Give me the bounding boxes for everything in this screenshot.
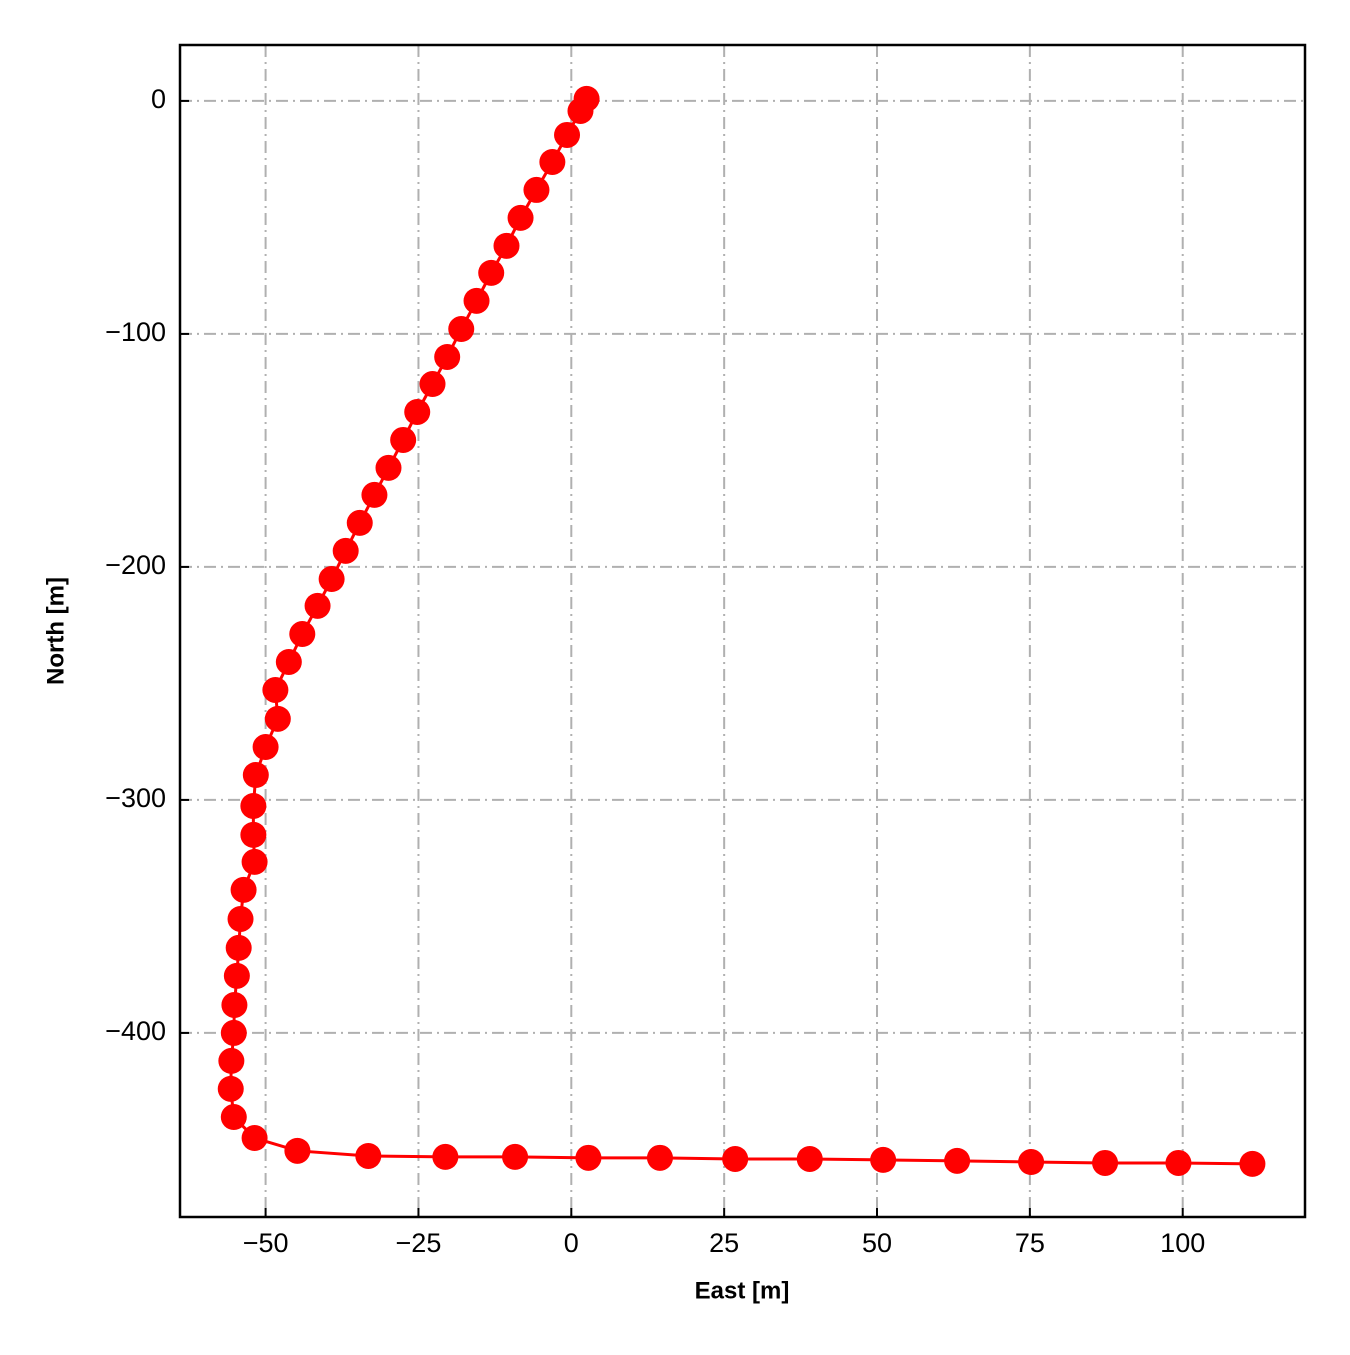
x-tick-label: 50 [862, 1228, 892, 1258]
point [539, 148, 566, 175]
y-tick-label: −200 [105, 550, 166, 580]
point [304, 592, 331, 619]
point [493, 232, 520, 259]
point [554, 121, 581, 148]
x-tick-label: 100 [1160, 1228, 1205, 1258]
point [230, 876, 257, 903]
point [575, 1144, 602, 1171]
point [722, 1145, 749, 1172]
point [1018, 1149, 1045, 1176]
point [332, 537, 359, 564]
point [404, 398, 431, 425]
point [264, 705, 291, 732]
point [318, 566, 345, 593]
point [646, 1144, 673, 1171]
point [478, 259, 505, 286]
x-tick-label: 25 [709, 1228, 739, 1258]
point [507, 204, 534, 231]
point [225, 934, 252, 961]
point [241, 1125, 268, 1152]
point [870, 1146, 897, 1173]
point [284, 1137, 311, 1164]
point [434, 343, 461, 370]
point [1092, 1149, 1119, 1176]
point [1239, 1150, 1266, 1177]
point [218, 1047, 245, 1074]
x-tick-label: 0 [564, 1228, 579, 1258]
y-tick-label: −300 [105, 783, 166, 813]
point [240, 792, 267, 819]
point [796, 1145, 823, 1172]
point [355, 1142, 382, 1169]
y-tick-label: −100 [105, 317, 166, 347]
point [223, 962, 250, 989]
point [361, 481, 388, 508]
point [289, 621, 316, 648]
point [252, 734, 279, 761]
point [346, 509, 373, 536]
point [220, 1104, 247, 1131]
point [275, 648, 302, 675]
y-axis-label: North [m] [42, 577, 69, 685]
point [390, 426, 417, 453]
point [221, 991, 248, 1018]
point [1165, 1149, 1192, 1176]
point [567, 97, 594, 124]
x-tick-label: −25 [396, 1228, 442, 1258]
point [463, 287, 490, 314]
point [432, 1143, 459, 1170]
x-tick-label: −50 [243, 1228, 289, 1258]
point [241, 848, 268, 875]
point [419, 371, 446, 398]
x-axis-label: East [m] [695, 1277, 790, 1304]
point [448, 316, 475, 343]
x-tick-label: 75 [1015, 1228, 1045, 1258]
point [262, 676, 289, 703]
point [375, 454, 402, 481]
point [502, 1143, 529, 1170]
y-tick-label: −400 [105, 1016, 166, 1046]
point [242, 761, 269, 788]
trajectory-line [229, 98, 1253, 1166]
point [523, 176, 550, 203]
point [220, 1019, 247, 1046]
point [240, 821, 267, 848]
y-tick-label: 0 [151, 84, 166, 114]
plot-frame [178, 43, 1307, 1219]
point [944, 1147, 971, 1174]
point [217, 1075, 244, 1102]
point [227, 905, 254, 932]
